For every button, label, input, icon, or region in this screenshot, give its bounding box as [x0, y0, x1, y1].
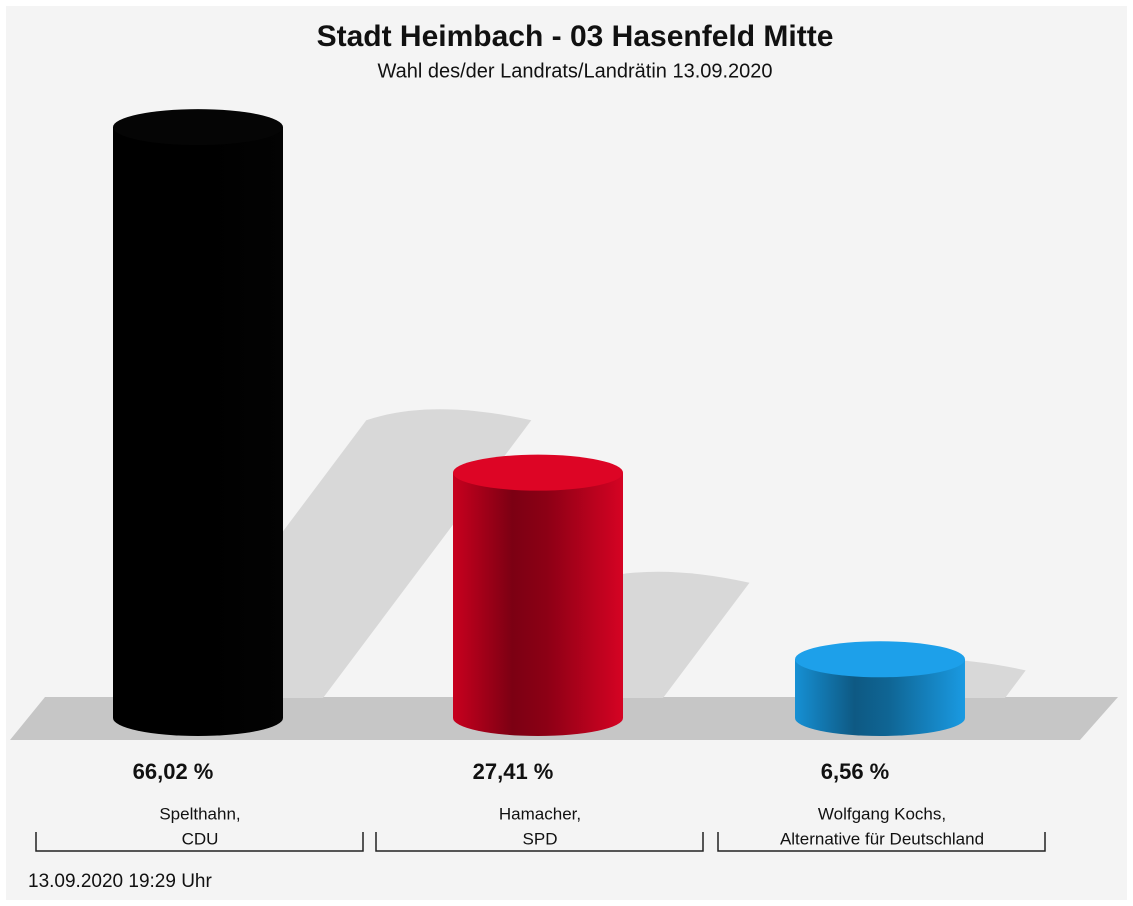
- bar: [453, 472, 623, 736]
- category-label: Wolfgang Kochs,: [818, 804, 946, 823]
- bar: [113, 127, 283, 737]
- bar: [795, 659, 965, 736]
- value-label: 6,56 %: [821, 759, 890, 784]
- category-label: CDU: [182, 829, 219, 848]
- chart-title: Stadt Heimbach - 03 Hasenfeld Mitte: [317, 20, 834, 53]
- value-label: 27,41 %: [473, 759, 554, 784]
- bar-top: [795, 641, 965, 678]
- category-label: SPD: [523, 829, 558, 848]
- category-label: Spelthahn,: [159, 804, 240, 823]
- category-bracket: [717, 832, 1046, 852]
- category-label: Alternative für Deutschland: [780, 829, 984, 848]
- category-bracket: [375, 832, 704, 852]
- value-label: 66,02 %: [133, 759, 214, 784]
- bar-top: [113, 109, 283, 146]
- bar-top: [453, 454, 623, 491]
- footnote: 13.09.2020 19:29 Uhr: [28, 871, 212, 892]
- chart-subtitle: Wahl des/der Landrats/Landrätin 13.09.20…: [377, 60, 772, 82]
- category-label: Hamacher,: [499, 804, 581, 823]
- category-bracket: [35, 832, 364, 852]
